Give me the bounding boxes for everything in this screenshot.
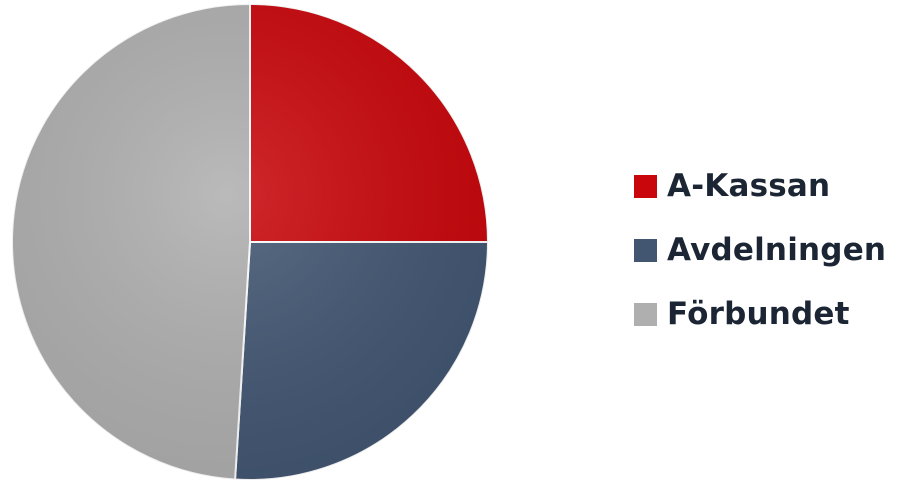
legend-item-a-kassan: A-Kassan bbox=[634, 164, 886, 208]
legend-label: Avdelningen bbox=[667, 232, 887, 268]
chart-legend: A-Kassan Avdelningen Förbundet bbox=[634, 164, 886, 356]
legend-swatch bbox=[634, 238, 657, 262]
pie-chart bbox=[11, 2, 490, 481]
legend-label: A-Kassan bbox=[667, 168, 831, 204]
legend-item-avdelningen: Avdelningen bbox=[634, 228, 886, 272]
legend-label: Förbundet bbox=[667, 296, 850, 332]
pie-shading bbox=[12, 4, 488, 480]
legend-swatch bbox=[634, 174, 657, 198]
legend-swatch bbox=[634, 302, 657, 326]
legend-item-forbundet: Förbundet bbox=[634, 292, 886, 336]
